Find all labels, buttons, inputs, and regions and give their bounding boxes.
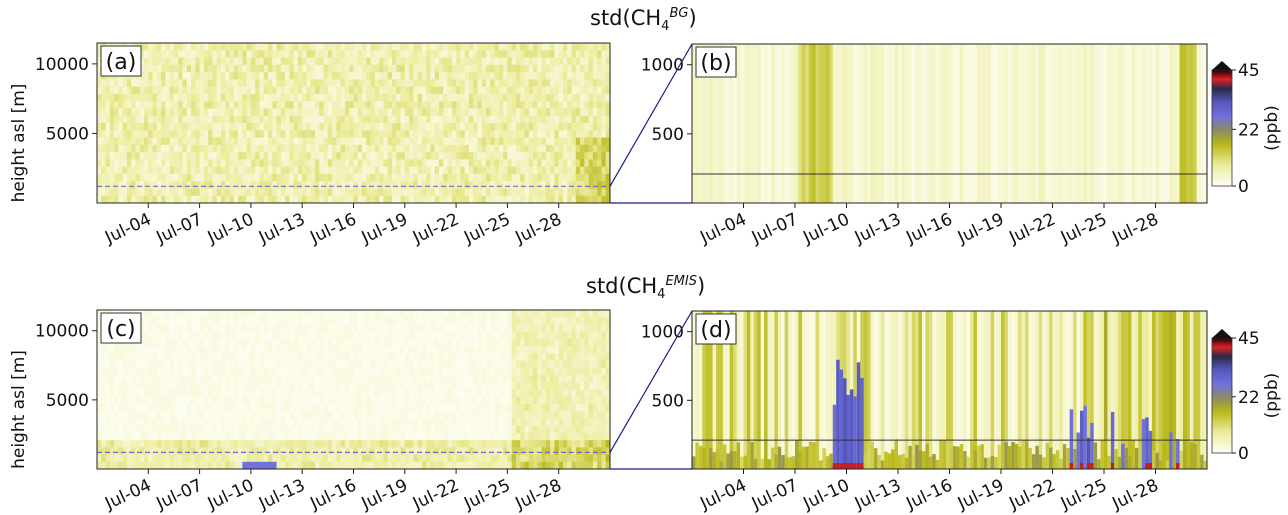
colorbar-label: (ppb) xyxy=(1262,373,1282,419)
colorbar-extend-arrow xyxy=(1212,61,1232,70)
x-tick-label: Jul-16 xyxy=(902,475,955,514)
colorbar-1: 0 22 45 (ppb) xyxy=(1211,61,1282,197)
panel-label-box xyxy=(100,45,142,77)
y-axis-label: height asl [m] xyxy=(9,350,29,469)
x-tick-label: Jul-22 xyxy=(409,475,462,514)
x-tick-label: Jul-16 xyxy=(306,475,359,514)
y-tick-label: 5000 xyxy=(46,124,89,144)
y-tick-label: 10000 xyxy=(35,322,89,342)
y-tick-label: 5000 xyxy=(46,391,89,411)
colorbar-gradient xyxy=(1211,69,1233,187)
colorbar-tick-label: 22 xyxy=(1238,120,1260,140)
x-tick-label: Jul-28 xyxy=(1108,475,1161,514)
x-tick-label: Jul-25 xyxy=(460,475,513,514)
colorbar-tick-label: 0 xyxy=(1238,177,1249,197)
zoom-connector-top xyxy=(609,43,693,187)
y-axis-label: height asl [m] xyxy=(9,84,29,203)
colorbar-gradient xyxy=(1211,337,1233,454)
panel-label-a: (a) xyxy=(100,45,142,77)
panel-label-text: (d) xyxy=(700,318,731,343)
panel-label-text: (b) xyxy=(700,51,731,76)
x-tick-label: Jul-07 xyxy=(748,475,801,514)
colorbar-tick-label: 0 xyxy=(1238,444,1249,464)
x-tick-label: Jul-04 xyxy=(101,209,154,248)
panel-label-text: (c) xyxy=(106,317,135,342)
x-tick-label: Jul-28 xyxy=(512,209,565,248)
panel-label-box xyxy=(100,312,142,344)
colorbar-extend-arrow xyxy=(1212,329,1232,338)
x-tick-label: Jul-25 xyxy=(460,209,513,248)
zoom-connector-top xyxy=(609,310,693,453)
y-tick-label: 500 xyxy=(652,391,684,411)
x-tick-label: Jul-10 xyxy=(799,209,852,248)
colorbar-tick-label: 45 xyxy=(1238,329,1260,349)
colorbar-tick-label: 22 xyxy=(1238,388,1260,408)
x-tick-label: Jul-19 xyxy=(358,475,411,514)
x-tick-label: Jul-22 xyxy=(1005,209,1058,248)
panel-label-d: (d) xyxy=(695,313,737,345)
x-tick-label: Jul-19 xyxy=(954,209,1007,248)
panel-label-box xyxy=(695,46,737,78)
y-tick-label: 1000 xyxy=(641,56,684,76)
x-tick-label: Jul-10 xyxy=(204,475,257,514)
panel-d-field xyxy=(692,311,1207,469)
x-tick-label: Jul-19 xyxy=(358,209,411,248)
x-tick-label: Jul-22 xyxy=(409,209,462,248)
x-tick-label: Jul-13 xyxy=(851,475,904,514)
x-tick-label: Jul-10 xyxy=(799,475,852,514)
x-tick-label: Jul-07 xyxy=(153,475,206,514)
bottom-title: std(CH4EMIS) xyxy=(586,274,706,303)
x-tick-label: Jul-04 xyxy=(696,209,749,248)
panel-label-b: (b) xyxy=(695,46,737,78)
x-tick-label: Jul-10 xyxy=(204,209,257,248)
x-tick-label: Jul-07 xyxy=(748,209,801,248)
panel-c-field xyxy=(97,310,610,469)
x-tick-label: Jul-13 xyxy=(851,209,904,248)
x-tick-label: Jul-28 xyxy=(512,475,565,514)
x-tick-label: Jul-25 xyxy=(1057,209,1110,248)
x-tick-label: Jul-16 xyxy=(902,209,955,248)
panel-b-field xyxy=(692,44,1207,203)
top-title: std(CH4BG) xyxy=(590,6,697,35)
x-tick-label: Jul-22 xyxy=(1005,475,1058,514)
panel-a-field xyxy=(97,43,610,203)
x-tick-label: Jul-19 xyxy=(954,475,1007,514)
x-tick-label: Jul-04 xyxy=(101,475,154,514)
y-tick-label: 500 xyxy=(652,125,684,145)
y-tick-label: 10000 xyxy=(35,55,89,75)
x-tick-label: Jul-13 xyxy=(255,209,308,248)
x-tick-label: Jul-07 xyxy=(153,209,206,248)
x-tick-label: Jul-13 xyxy=(255,475,308,514)
x-tick-label: Jul-28 xyxy=(1108,209,1161,248)
y-tick-label: 1000 xyxy=(641,323,684,343)
colorbar-tick-label: 45 xyxy=(1238,61,1260,81)
x-tick-label: Jul-04 xyxy=(696,475,749,514)
x-tick-label: Jul-16 xyxy=(306,209,359,248)
panel-label-box xyxy=(695,313,737,345)
colorbar-label: (ppb) xyxy=(1262,105,1282,151)
colorbar-2: 0 22 45 (ppb) xyxy=(1211,329,1282,464)
panel-label-c: (c) xyxy=(100,312,142,344)
x-tick-label: Jul-25 xyxy=(1057,475,1110,514)
panel-label-text: (a) xyxy=(106,50,137,75)
